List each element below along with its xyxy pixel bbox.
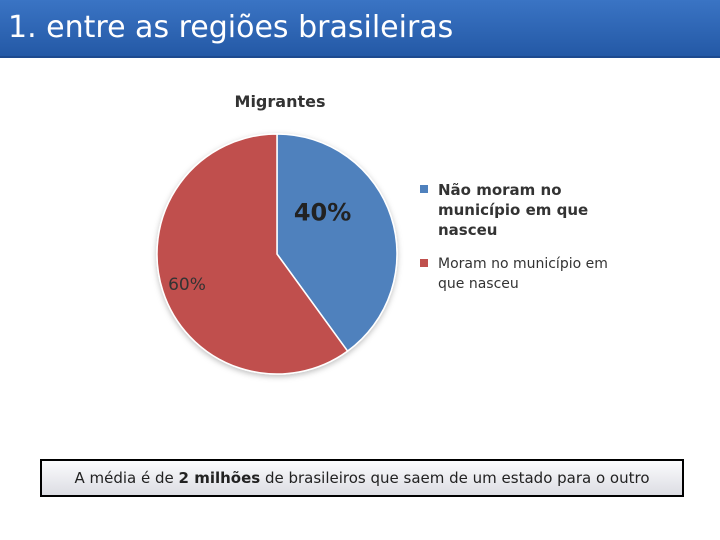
note-text-bold: 2 milhões <box>178 469 261 487</box>
legend-label: Moram no município em que nasceu <box>438 256 608 292</box>
legend-item-nao-moram: Não moram no município em que nasceu <box>420 180 610 240</box>
pie-slice-0 <box>276 133 398 353</box>
legend-label: Não moram no município em que nasceu <box>438 181 589 239</box>
chart-legend: Não moram no município em que nasceu Mor… <box>420 180 610 308</box>
slide-title: 1. entre as regiões brasileiras <box>8 10 454 45</box>
pie-chart: 40% 60% <box>156 133 398 375</box>
title-bar: 1. entre as regiões brasileiras <box>0 0 720 58</box>
legend-item-moram: Moram no município em que nasceu <box>420 254 610 294</box>
pie-slice-1 <box>156 133 349 375</box>
chart-title: Migrantes <box>234 92 326 111</box>
note-box: A média é de 2 milhões de brasileiros qu… <box>40 459 684 497</box>
pie-data-label-1: 60% <box>168 275 206 295</box>
note-text-after: de brasileiros que saem de um estado par… <box>260 469 650 487</box>
pie-data-label-0: 40% <box>294 198 351 226</box>
legend-swatch-blue <box>420 185 428 193</box>
note-text-before: A média é de <box>74 469 179 487</box>
legend-swatch-red <box>420 259 428 267</box>
